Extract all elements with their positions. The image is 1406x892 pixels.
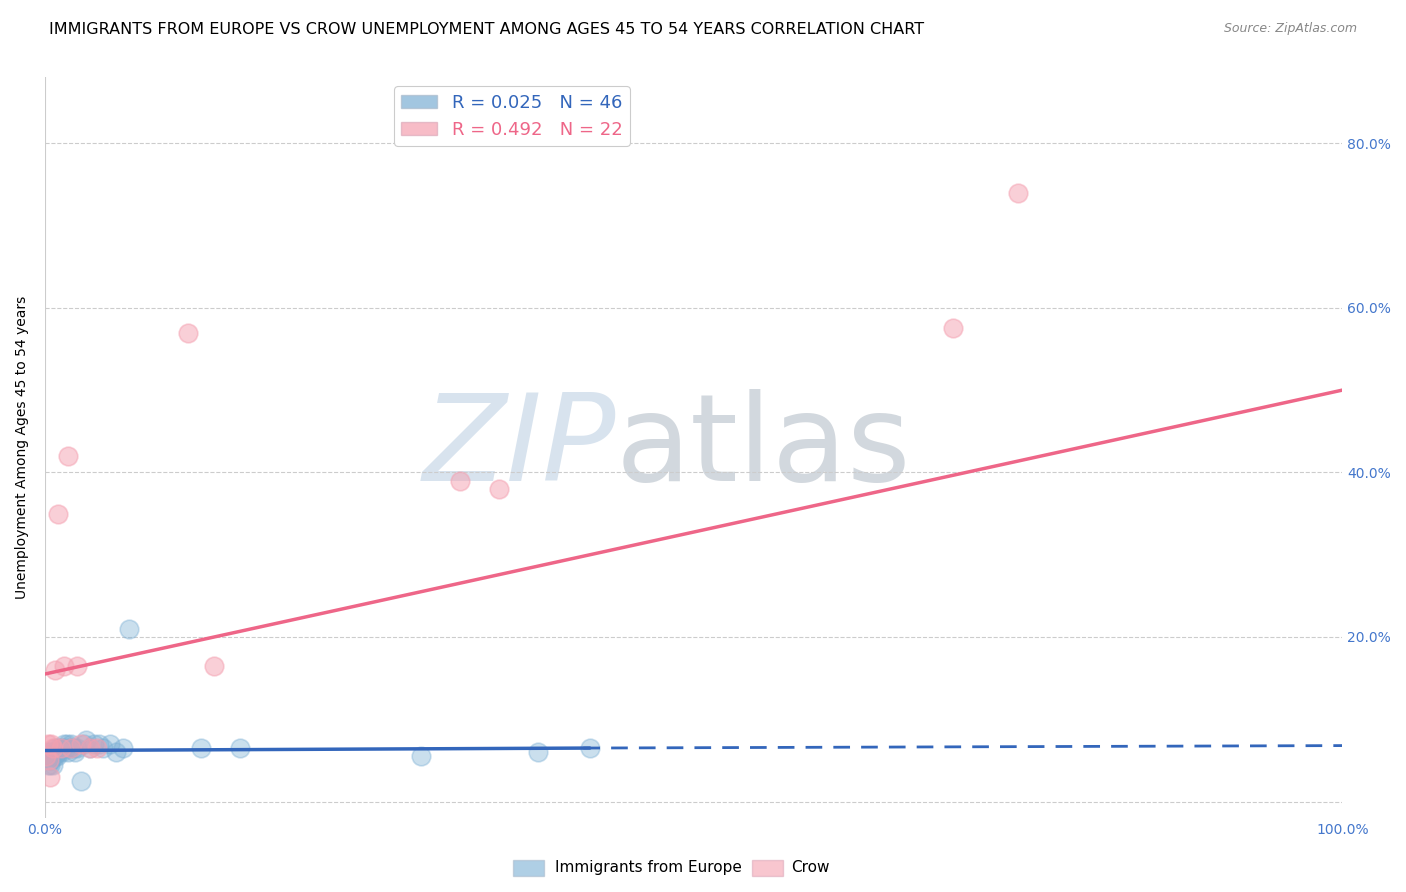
Point	[83, 737, 105, 751]
Point	[118, 622, 141, 636]
Point	[49, 741, 72, 756]
Point	[942, 321, 965, 335]
Point	[48, 745, 70, 759]
Point	[59, 737, 82, 751]
Point	[488, 482, 510, 496]
Point	[46, 507, 69, 521]
Point	[35, 749, 58, 764]
Point	[38, 753, 60, 767]
Point	[37, 737, 59, 751]
Point	[44, 749, 66, 764]
Point	[58, 745, 80, 759]
Point	[53, 658, 76, 673]
Point	[39, 757, 62, 772]
Point	[41, 737, 63, 751]
Point	[52, 741, 75, 756]
Y-axis label: Unemployment Among Ages 45 to 54 years: Unemployment Among Ages 45 to 54 years	[15, 296, 30, 599]
Point	[89, 737, 111, 751]
Point	[39, 770, 62, 784]
Point	[53, 737, 76, 751]
Text: Source: ZipAtlas.com: Source: ZipAtlas.com	[1223, 22, 1357, 36]
Point	[35, 749, 58, 764]
Point	[76, 732, 98, 747]
Point	[41, 749, 63, 764]
Point	[66, 741, 89, 756]
Point	[579, 741, 602, 756]
Point	[449, 474, 471, 488]
Point	[37, 745, 59, 759]
Point	[70, 774, 93, 789]
Point	[93, 741, 115, 756]
Legend: R = 0.025   N = 46, R = 0.492   N = 22: R = 0.025 N = 46, R = 0.492 N = 22	[394, 87, 630, 146]
Point	[105, 745, 128, 759]
Point	[42, 749, 65, 764]
Point	[56, 737, 79, 751]
Point	[49, 741, 72, 756]
Point	[111, 741, 134, 756]
Point	[37, 757, 59, 772]
Text: atlas: atlas	[616, 389, 911, 507]
Text: Crow: Crow	[792, 861, 830, 875]
Point	[62, 741, 84, 756]
Point	[42, 741, 65, 756]
Point	[55, 741, 77, 756]
Point	[70, 737, 93, 751]
Point	[59, 741, 82, 756]
Point	[42, 757, 65, 772]
Point	[228, 741, 250, 756]
Point	[39, 745, 62, 759]
Point	[79, 741, 101, 756]
Point	[42, 745, 65, 759]
Point	[45, 745, 67, 759]
Point	[202, 658, 225, 673]
Point	[44, 663, 66, 677]
Point	[79, 741, 101, 756]
Point	[41, 753, 63, 767]
Point	[45, 749, 67, 764]
Point	[73, 737, 96, 751]
Point	[51, 745, 73, 759]
Point	[38, 749, 60, 764]
Point	[63, 745, 86, 759]
Point	[59, 741, 82, 756]
Point	[411, 749, 433, 764]
Text: IMMIGRANTS FROM EUROPE VS CROW UNEMPLOYMENT AMONG AGES 45 TO 54 YEARS CORRELATIO: IMMIGRANTS FROM EUROPE VS CROW UNEMPLOYM…	[49, 22, 924, 37]
Point	[38, 753, 60, 767]
Text: Immigrants from Europe: Immigrants from Europe	[555, 861, 742, 875]
Point	[190, 741, 212, 756]
Text: ZIP: ZIP	[422, 389, 616, 507]
Point	[66, 658, 89, 673]
Point	[176, 326, 198, 340]
Point	[527, 745, 550, 759]
Point	[86, 741, 108, 756]
Point	[1007, 186, 1029, 200]
Point	[46, 741, 69, 756]
Point	[44, 741, 66, 756]
Point	[98, 737, 121, 751]
Point	[58, 449, 80, 463]
